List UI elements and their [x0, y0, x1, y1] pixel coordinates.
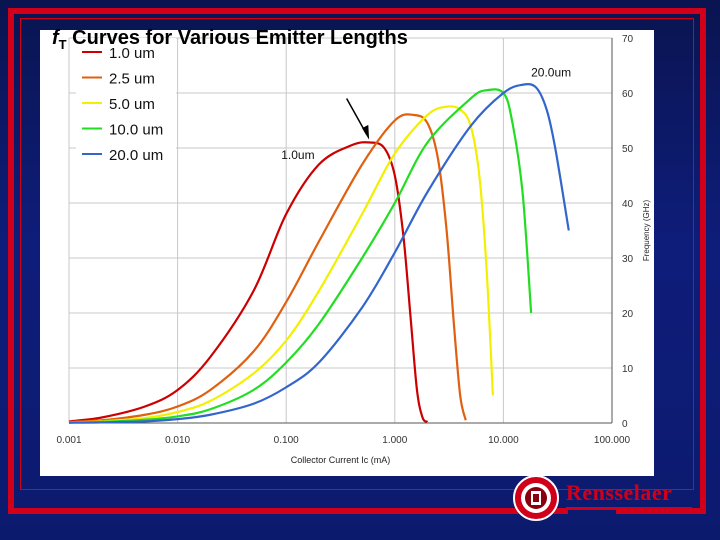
frame-bottom-bar [8, 508, 568, 514]
legend-label: 5.0 um [109, 96, 155, 113]
frame-right-bar [700, 8, 706, 514]
x-axis-label: Collector Current Ic (mA) [291, 455, 391, 465]
x-tick-label: 0.001 [56, 435, 81, 446]
brand-name: Rensselaer [566, 480, 673, 505]
y-tick-label: 50 [622, 144, 634, 155]
legend-label: 20.0 um [109, 147, 163, 164]
x-tick-label: 0.010 [165, 435, 190, 446]
brand-underline [566, 507, 692, 510]
frame-top-bar [8, 8, 704, 14]
series-line-3 [68, 105, 494, 424]
rensselaer-seal-icon [513, 475, 559, 521]
annotation-label: 1.0um [281, 148, 314, 162]
legend-label: 10.0 um [109, 122, 163, 139]
y-tick-label: 60 [622, 89, 634, 100]
inner-frame [20, 18, 694, 490]
series-line-4 [68, 88, 533, 424]
y-tick-label: 0 [622, 419, 628, 430]
legend-label: 1.0 um [109, 45, 155, 62]
frame-bottom-bar-right [616, 508, 706, 514]
x-tick-label: 10.000 [488, 435, 519, 446]
x-tick-label: 0.100 [274, 435, 299, 446]
x-tick-label: 100.000 [594, 435, 631, 446]
y-tick-label: 30 [622, 254, 634, 265]
frame-left-bar [8, 8, 14, 514]
series-line-2 [68, 113, 467, 423]
series-line-5 [68, 83, 570, 424]
legend-label: 2.5 um [109, 71, 155, 88]
y-tick-label: 20 [622, 309, 634, 320]
chart: 0 10 20 30 40 50 60 70 0.001 0.010 0.100 1.000 10.00… [40, 30, 654, 476]
x-tick-label: 1.000 [382, 435, 407, 446]
title-f: f [52, 27, 59, 49]
y-tick-label: 40 [622, 199, 634, 210]
annotation-arrowhead [362, 124, 370, 140]
y-tick-label: 10 [622, 364, 634, 375]
title-rest: Curves for Various Emitter Lengths [66, 27, 408, 49]
slide-title: fT Curves for Various Emitter Lengths [52, 27, 408, 52]
y-axis-label: Frequency (GHz) [642, 199, 651, 261]
y-tick-label: 70 [622, 34, 634, 45]
annotation-label: 20.0um [531, 66, 571, 80]
title-subscript: T [58, 37, 67, 52]
series-line-1 [68, 141, 429, 423]
